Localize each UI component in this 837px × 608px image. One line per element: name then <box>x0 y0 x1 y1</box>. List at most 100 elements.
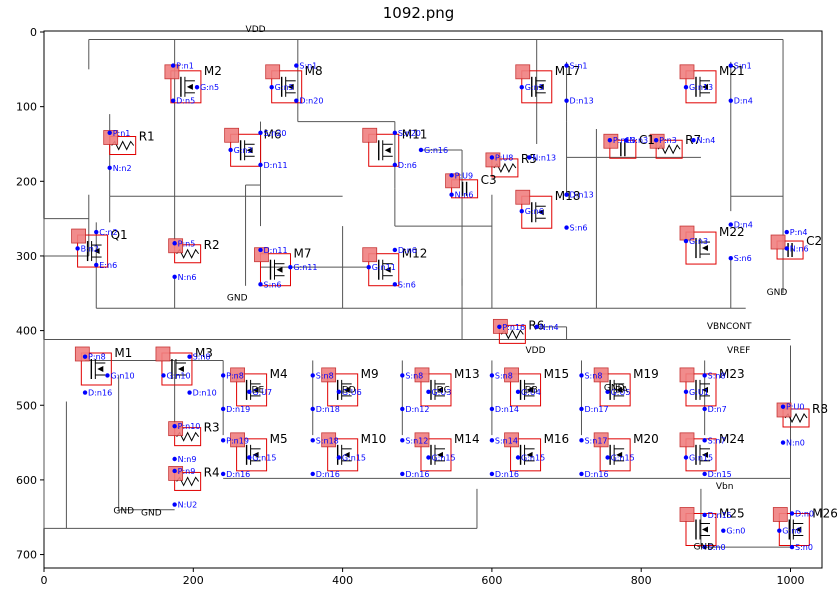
component-name: M21 <box>719 64 745 78</box>
pin-label: D:n4 <box>734 221 753 230</box>
component-patch <box>485 152 501 168</box>
component-outline <box>491 158 519 178</box>
component-patch <box>71 228 86 244</box>
component-name: M12 <box>402 247 428 261</box>
pin-dot <box>310 471 315 477</box>
component-outline <box>599 373 631 407</box>
pin-dot <box>418 147 424 153</box>
x-tick-label: 400 <box>332 574 353 587</box>
pin-dot <box>449 192 454 197</box>
pin-dot <box>605 389 610 395</box>
component-r4: R4 P:n9 N:U2 <box>168 465 220 510</box>
pin-label: G:n10 <box>110 371 134 380</box>
pin-label: S:n8 <box>405 371 423 380</box>
component-outline <box>327 373 359 407</box>
component-outline <box>782 408 810 428</box>
component-m15: M15 S:n8 G:U4D:n14 <box>489 367 569 414</box>
pin-dot <box>780 440 786 445</box>
component-patch <box>155 346 171 362</box>
component-patch <box>679 432 695 448</box>
net-label: GND <box>767 288 788 298</box>
net-label: GND <box>113 506 134 516</box>
pin-dot <box>269 85 274 90</box>
pin-label: G:n11 <box>293 263 317 272</box>
pin-dot <box>728 255 733 261</box>
pin-label: G:n0 <box>782 527 801 536</box>
pin-dot <box>336 389 342 395</box>
pin-dot <box>780 404 786 409</box>
pin-label: P:n10 <box>178 422 201 431</box>
component-patch <box>770 234 786 250</box>
component-patch <box>776 402 792 418</box>
component-outline <box>609 139 637 159</box>
arrow-icon <box>701 451 708 458</box>
arrow-icon <box>287 83 294 90</box>
pin-label: D:n6 <box>398 161 417 170</box>
component-name: R3 <box>204 421 220 435</box>
pin-dot <box>702 471 707 477</box>
pin-label: N:n4 <box>696 136 715 145</box>
pin-label: D:n19 <box>226 405 250 414</box>
component-c3: C3 P:U9 N:n6 <box>445 171 497 200</box>
pin-label: G:n15 <box>611 454 635 463</box>
pin-label: G:n3 <box>689 237 708 246</box>
pin-dot <box>702 406 707 412</box>
pin-label: S:n8 <box>584 371 602 380</box>
component-m6: M6S:n20 G:n2 D:n11 <box>224 127 288 170</box>
pin-label: S:n0 <box>708 543 726 552</box>
pin-dot <box>426 389 431 395</box>
y-tick-label: 400 <box>16 325 37 338</box>
pin-label: P:n5 <box>178 239 196 248</box>
component-patch <box>230 432 245 448</box>
component-patch <box>168 421 184 437</box>
pin-label: G:n2 <box>234 146 253 155</box>
pin-dot <box>194 85 200 90</box>
component-patch <box>414 367 430 383</box>
component-name: M8 <box>305 64 323 78</box>
component-name: R8 <box>812 402 828 416</box>
pin-label: D:n18 <box>316 405 340 414</box>
component-name: R2 <box>204 238 220 252</box>
pin-label: P:n9 <box>178 467 196 476</box>
pin-label: P:n19 <box>226 436 249 445</box>
arrow-icon <box>177 365 184 372</box>
pin-dot <box>702 438 707 443</box>
pin-dot <box>683 85 689 90</box>
pin-label: S:n17 <box>584 436 607 445</box>
pin-dot <box>172 423 177 429</box>
arrow-icon <box>93 248 100 255</box>
component-patch <box>321 367 337 383</box>
pin-label: S:n6 <box>570 224 588 233</box>
component-r1: R1 P:n1 N:n2 <box>103 129 155 173</box>
pin-dot <box>336 455 342 460</box>
pin-label: S:n14 <box>495 436 518 445</box>
pin-label: G:n15 <box>342 454 366 463</box>
pin-dot <box>519 208 524 214</box>
pin-dot <box>228 147 233 153</box>
pin-label: S:n0 <box>795 543 813 552</box>
component-name: C2 <box>806 234 822 248</box>
pin-dot <box>691 138 696 143</box>
pin-label: G:U3 <box>431 388 451 397</box>
component-outline <box>599 438 631 472</box>
component-outline <box>776 240 804 260</box>
pin-label: N:n0 <box>786 439 805 448</box>
pin-dot <box>564 192 569 197</box>
pin-dot <box>579 471 584 477</box>
pin-label: S:n1 <box>299 62 317 71</box>
component-outline <box>174 471 202 491</box>
pin-label: S:n20 <box>398 129 421 138</box>
component-name: M16 <box>544 432 570 446</box>
pin-dot <box>392 130 398 135</box>
pin-dot <box>607 138 613 143</box>
arrow-icon <box>436 386 443 393</box>
component-name: M19 <box>633 367 659 381</box>
component-m2: M2 P:n1 G:n5 D:n5 <box>164 62 222 106</box>
pin-label: G:n16 <box>424 146 448 155</box>
net-label-layer: VDD GND GND VDD VBNCONT VREF GND GND Vbn GND GND DE… <box>113 25 787 552</box>
net-label: DB <box>525 386 538 396</box>
pin-label: D:n11 <box>263 246 287 255</box>
pin-dot <box>258 130 263 135</box>
pin-label: D:n5 <box>176 97 195 106</box>
